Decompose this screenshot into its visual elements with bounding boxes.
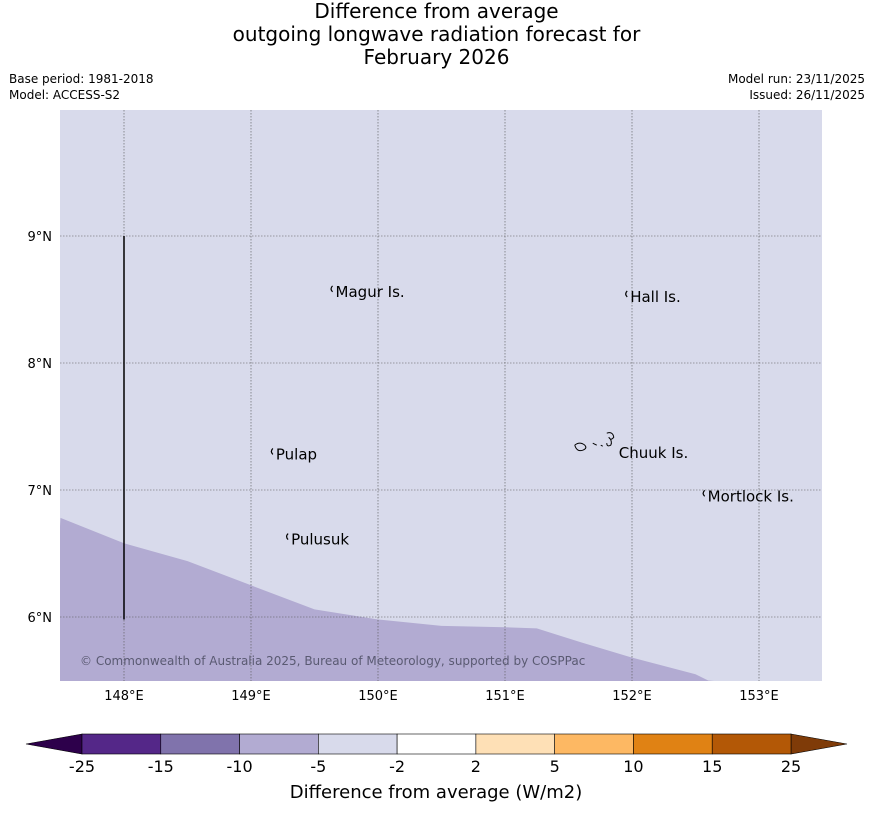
island-label: Chuuk Is.: [619, 444, 688, 462]
title-line-1: Difference from average: [314, 0, 559, 23]
map-panel: 148°E 149°E 150°E 151°E 152°E 153°E 9°N 8°N 7°N 6…: [28, 110, 822, 704]
lon-tick-label: 152°E: [612, 689, 652, 704]
colorbar-bin: [711, 733, 792, 755]
island-5: Pulusuk: [286, 531, 349, 549]
colorbar-tick-label: -5: [310, 757, 326, 776]
lon-tick-label: 153°E: [739, 689, 779, 704]
island-0: Magur Is.: [330, 283, 405, 301]
island-outline: [625, 290, 628, 298]
island-label: Hall Is.: [630, 288, 681, 306]
colorbar-bin: [160, 733, 240, 755]
colorbar-tick-label: -15: [148, 757, 174, 776]
model-name: Model: ACCESS-S2: [9, 88, 121, 102]
island-3: Chuuk Is.: [574, 432, 688, 462]
colorbar-tick-label: 25: [781, 757, 801, 776]
colorbar-tick-label: 10: [623, 757, 643, 776]
lon-tick-label: 151°E: [485, 689, 525, 704]
lat-tick-label: 9°N: [28, 230, 53, 245]
lon-tick-label: 148°E: [104, 689, 144, 704]
colorbar-tick-label: 5: [550, 757, 560, 776]
colorbar-bin: [318, 733, 398, 755]
lon-tick-label: 150°E: [358, 689, 398, 704]
colorbar-extend-low: [25, 733, 83, 755]
colorbar-tick-label: -2: [389, 757, 405, 776]
title-line-3: February 2026: [363, 45, 510, 69]
colorbar-tick-label: 2: [471, 757, 481, 776]
colorbar-bin: [633, 733, 713, 755]
model-run: Model run: 23/11/2025: [727, 72, 865, 86]
meta-right: Model run: 23/11/2025 Issued: 26/11/2025: [728, 71, 865, 103]
island-1: Hall Is.: [625, 288, 681, 306]
title-line-2: outgoing longwave radiation forecast for: [232, 22, 641, 46]
island-outline: [270, 448, 274, 455]
base-period: Base period: 1981-2018: [9, 72, 154, 86]
issued-date: Issued: 26/11/2025: [749, 88, 865, 102]
lat-tick-label: 7°N: [28, 484, 53, 499]
colorbar-bin: [81, 733, 162, 755]
island-outline: [330, 285, 333, 293]
island-label: Mortlock Is.: [708, 487, 794, 505]
island-2: Pulap: [270, 445, 317, 463]
colorbar-bin: [396, 733, 477, 755]
island-label: Pulap: [276, 445, 317, 463]
island-label: Magur Is.: [336, 283, 405, 301]
colorbar-tick-label: -10: [226, 757, 252, 776]
colorbar-bin: [554, 733, 634, 755]
island-label: Pulusuk: [291, 531, 349, 549]
colorbar-title: Difference from average (W/m2): [290, 782, 582, 803]
lat-tick-label: 6°N: [28, 611, 53, 626]
colorbar-tick-label: -25: [69, 757, 95, 776]
colorbar-bin: [475, 733, 555, 755]
island-outline: [702, 489, 706, 497]
island-outline: [286, 533, 289, 540]
colorbar-extend-high: [790, 733, 848, 755]
island-4: Mortlock Is.: [702, 487, 794, 505]
meta-left: Base period: 1981-2018 Model: ACCESS-S2: [9, 71, 154, 103]
lon-tick-label: 149°E: [231, 689, 271, 704]
colorbar-tick-label: 15: [702, 757, 722, 776]
lat-tick-label: 8°N: [28, 357, 53, 372]
credit-text: © Commonwealth of Australia 2025, Bureau…: [80, 654, 585, 668]
colorbar-bin: [239, 733, 319, 755]
map-title: Difference from average outgoing longwav…: [0, 0, 873, 69]
island-outline: [574, 432, 615, 452]
field-region-0: [60, 517, 715, 681]
